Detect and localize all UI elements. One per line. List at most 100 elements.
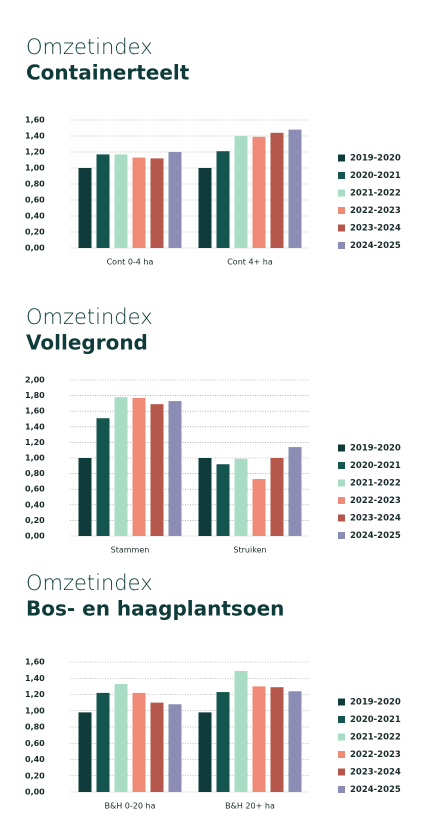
bar: [288, 129, 302, 248]
bar: [96, 692, 110, 792]
legend-label: 2021-2022: [350, 479, 401, 489]
bar: [234, 458, 248, 536]
chart-title: Omzetindex: [26, 305, 153, 329]
legend-label: 2024-2025: [350, 531, 401, 541]
y-tick-label: 1,60: [25, 116, 45, 125]
legend-swatch: [338, 751, 345, 758]
legend-label: 2024-2025: [350, 241, 401, 251]
y-tick-label: 1,20: [25, 438, 45, 447]
legend-label: 2020-2021: [350, 171, 401, 181]
legend-label: 2021-2022: [350, 189, 401, 199]
y-tick-label: 2,00: [25, 376, 45, 385]
bar: [114, 683, 128, 792]
y-tick-label: 0,00: [25, 532, 45, 541]
bar: [216, 692, 230, 792]
bar: [168, 704, 182, 792]
legend-label: 2023-2024: [350, 224, 401, 234]
y-tick-label: 1,00: [25, 454, 45, 463]
bar: [288, 691, 302, 792]
legend-label: 2023-2024: [350, 768, 401, 778]
bar: [216, 464, 230, 536]
bar: [252, 479, 266, 536]
bar: [288, 447, 302, 536]
y-tick-label: 0,20: [25, 771, 45, 780]
bar: [168, 152, 182, 248]
legend-label: 2021-2022: [350, 733, 401, 743]
bar: [114, 397, 128, 536]
legend-label: 2022-2023: [350, 206, 401, 216]
x-tick-label: Cont 4+ ha: [227, 258, 273, 267]
bar: [198, 712, 212, 792]
chart-subtitle: Bos- en haagplantsoen: [26, 597, 284, 621]
legend-label: 2024-2025: [350, 785, 401, 795]
legend-label: 2020-2021: [350, 715, 401, 725]
bar: [234, 670, 248, 792]
y-tick-label: 0,00: [25, 788, 45, 797]
y-tick-label: 0,00: [25, 244, 45, 253]
y-tick-label: 0,80: [25, 180, 45, 189]
y-tick-label: 1,60: [25, 658, 45, 667]
y-tick-label: 1,00: [25, 706, 45, 715]
x-tick-label: B&H 20+ ha: [225, 802, 275, 811]
bar: [78, 458, 92, 536]
bar: [168, 401, 182, 536]
y-tick-label: 1,40: [25, 674, 45, 683]
legend-swatch: [338, 462, 345, 469]
y-tick-label: 0,80: [25, 723, 45, 732]
x-tick-label: Cont 0-4 ha: [107, 258, 154, 267]
x-tick-label: B&H 0-20 ha: [105, 802, 156, 811]
x-tick-label: Stammen: [111, 546, 150, 555]
bar: [270, 132, 284, 248]
y-tick-label: 1,40: [25, 132, 45, 141]
y-tick-label: 1,20: [25, 148, 45, 157]
y-tick-label: 1,40: [25, 422, 45, 431]
y-tick-label: 1,00: [25, 164, 45, 173]
y-tick-label: 0,20: [25, 228, 45, 237]
legend-swatch: [338, 733, 345, 741]
legend-swatch: [338, 532, 345, 539]
y-tick-label: 0,40: [25, 212, 45, 221]
bar: [252, 686, 266, 792]
y-tick-label: 0,40: [25, 755, 45, 764]
chart-subtitle: Containerteelt: [26, 61, 190, 85]
bar: [150, 702, 164, 792]
bar: [150, 158, 164, 248]
bar: [270, 458, 284, 536]
bar: [216, 151, 230, 248]
legend-swatch: [338, 242, 345, 249]
legend-label: 2022-2023: [350, 496, 401, 506]
legend-swatch: [338, 786, 345, 793]
bar: [96, 418, 110, 536]
legend-swatch: [338, 224, 345, 232]
x-tick-label: Struiken: [233, 546, 266, 555]
y-tick-label: 0,40: [25, 500, 45, 509]
bar: [234, 136, 248, 248]
legend-swatch: [338, 479, 345, 487]
legend-label: 2019-2020: [350, 698, 401, 708]
bar: [78, 168, 92, 248]
bar: [132, 397, 146, 536]
legend-swatch: [338, 497, 345, 504]
legend-label: 2019-2020: [350, 444, 401, 454]
legend-swatch: [338, 514, 345, 522]
legend-swatch: [338, 768, 345, 776]
y-tick-label: 0,60: [25, 739, 45, 748]
y-tick-label: 0,60: [25, 196, 45, 205]
y-tick-label: 1,60: [25, 407, 45, 416]
y-tick-label: 0,20: [25, 516, 45, 525]
legend-label: 2023-2024: [350, 514, 401, 524]
chart-title: Omzetindex: [26, 35, 153, 59]
bar: [252, 136, 266, 248]
legend-label: 2022-2023: [350, 750, 401, 760]
bar: [198, 458, 212, 536]
bar: [150, 404, 164, 536]
chart-title: Omzetindex: [26, 571, 153, 595]
bar: [132, 692, 146, 792]
y-tick-label: 1,80: [25, 391, 45, 400]
legend-label: 2020-2021: [350, 461, 401, 471]
bar: [114, 154, 128, 248]
y-tick-label: 0,60: [25, 485, 45, 494]
legend-label: 2019-2020: [350, 154, 401, 164]
y-tick-label: 0,80: [25, 469, 45, 478]
